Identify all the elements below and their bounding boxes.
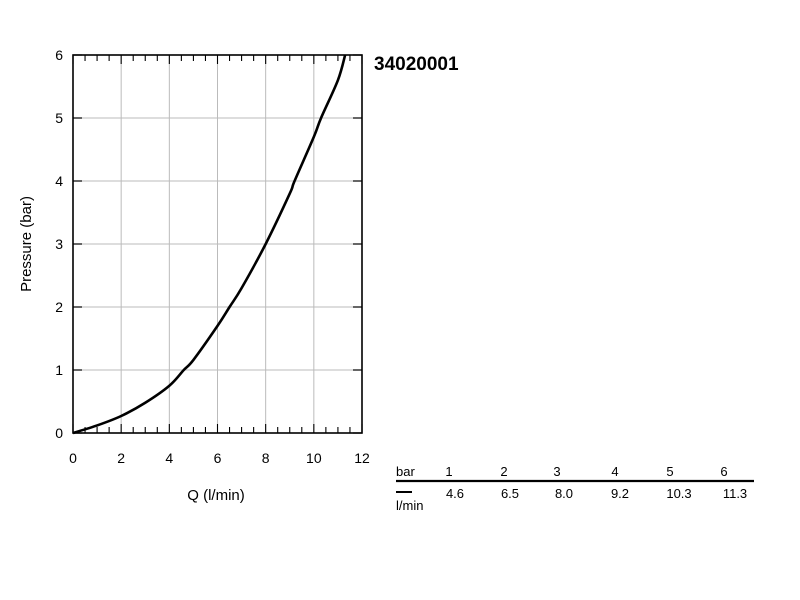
x-axis-label: Q (l/min) [187, 487, 245, 504]
table-flow-value: 10.3 [666, 486, 691, 501]
pressure-flow-table: bar l/min 1 2 3 4 5 6 4.6 6.5 8.0 9.2 10… [396, 464, 754, 513]
table-flow-value: 11.3 [723, 486, 747, 501]
y-tick-label: 1 [55, 362, 63, 378]
x-tick-label: 12 [354, 450, 370, 466]
y-tick-label: 4 [55, 173, 63, 189]
y-tick-label: 6 [55, 47, 63, 63]
x-tick-labels: 0 2 4 6 8 10 12 [69, 450, 370, 466]
table-row-label-flow: l/min [396, 498, 423, 513]
table-bar-value: 1 [445, 464, 452, 479]
y-tick-labels: 0 1 2 3 4 5 6 [55, 47, 63, 441]
table-bar-value: 4 [611, 464, 618, 479]
x-tick-label: 0 [69, 450, 77, 466]
y-tick-label: 2 [55, 299, 63, 315]
table-flow-value: 4.6 [446, 486, 464, 501]
table-bar-value: 3 [553, 464, 560, 479]
y-tick-label: 5 [55, 110, 63, 126]
plot-frame [72, 54, 363, 434]
chart-grid [73, 55, 362, 433]
y-tick-label: 0 [55, 425, 63, 441]
model-code: 34020001 [374, 54, 459, 75]
table-flow-value: 9.2 [611, 486, 629, 501]
x-tick-label: 6 [214, 450, 222, 466]
x-tick-label: 4 [165, 450, 173, 466]
x-tick-label: 2 [117, 450, 125, 466]
series-line [72, 54, 347, 435]
table-row-label-bar: bar [396, 464, 415, 479]
table-bar-value: 5 [666, 464, 673, 479]
y-tick-label: 3 [55, 236, 63, 252]
y-axis-label: Pressure (bar) [18, 196, 35, 292]
table-bar-value: 2 [500, 464, 507, 479]
x-tick-label: 10 [306, 450, 322, 466]
table-flow-value: 6.5 [501, 486, 519, 501]
x-tick-label: 8 [262, 450, 270, 466]
table-flow-value: 8.0 [555, 486, 573, 501]
table-bar-value: 6 [720, 464, 727, 479]
